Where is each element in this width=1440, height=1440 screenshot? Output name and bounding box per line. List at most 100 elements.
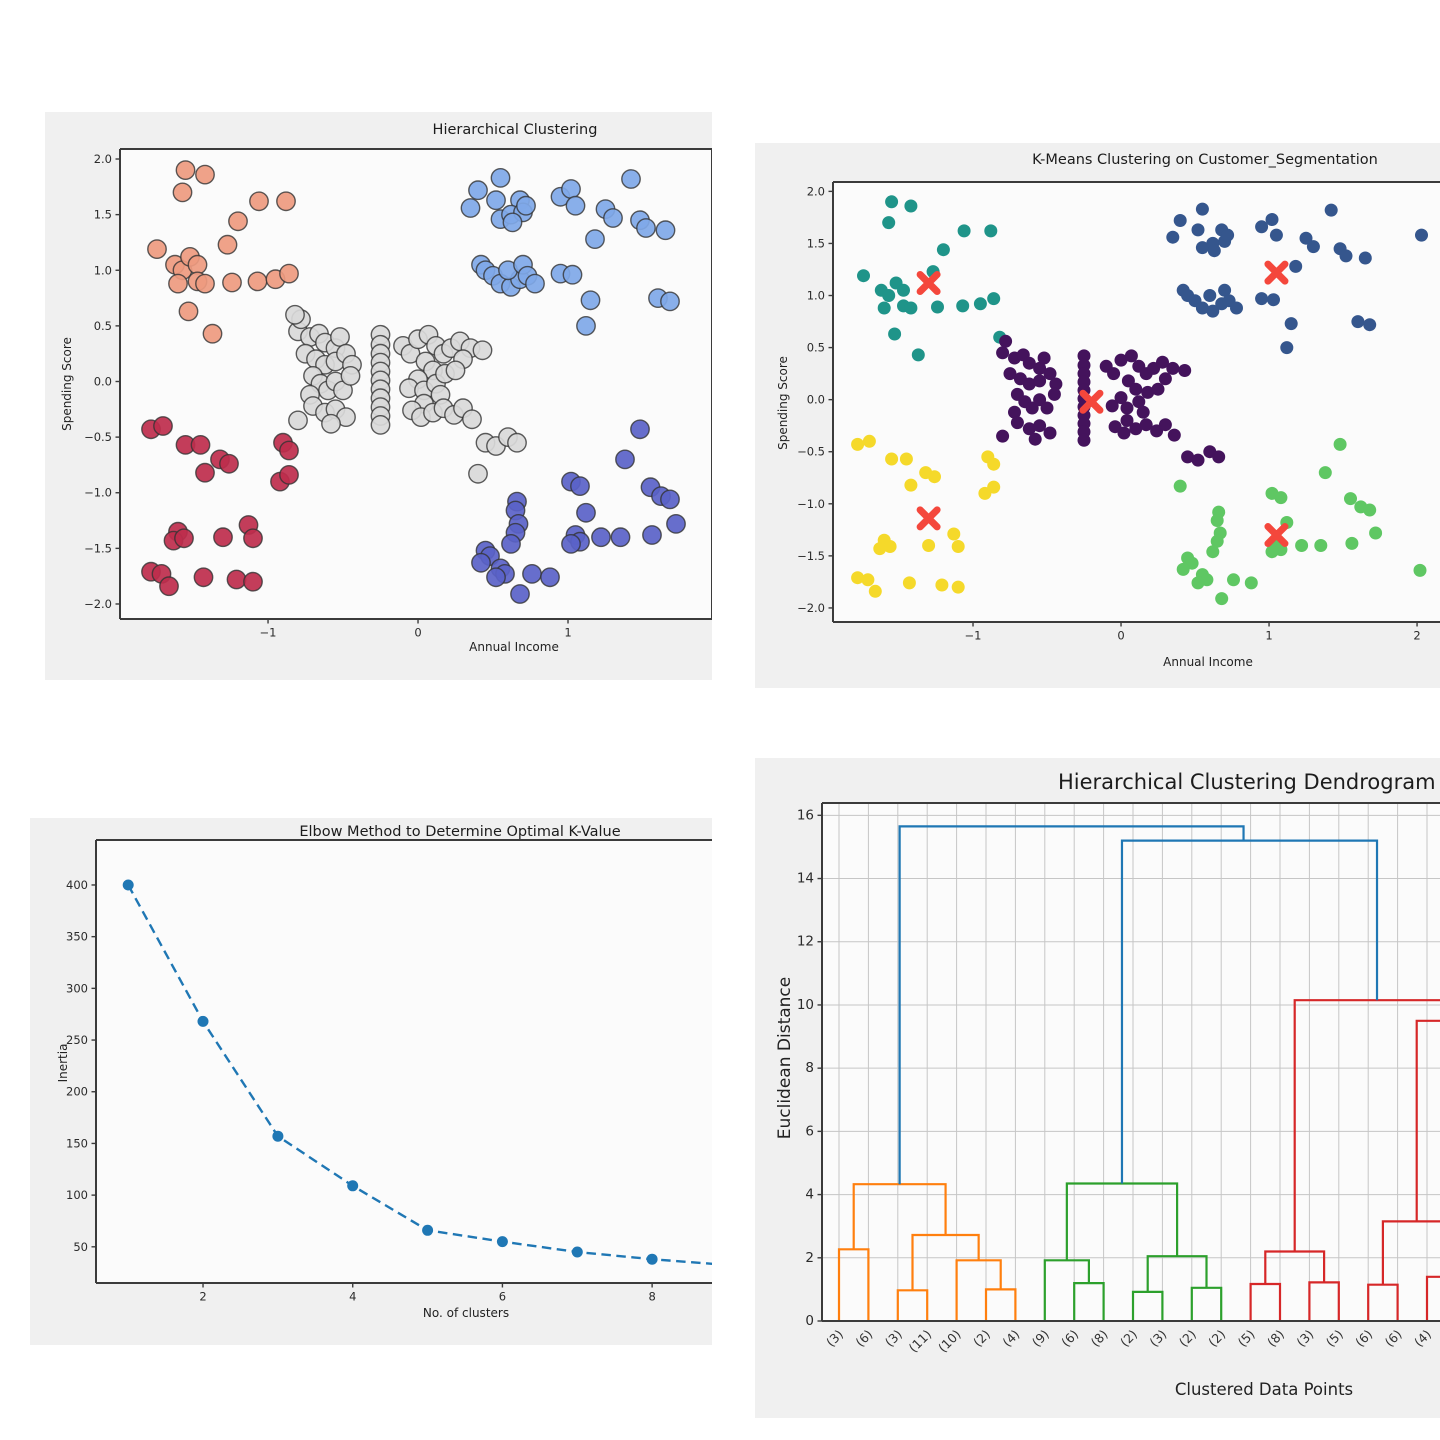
data-point bbox=[1221, 228, 1235, 242]
data-point bbox=[883, 540, 897, 553]
data-point bbox=[1265, 213, 1279, 226]
data-point bbox=[1120, 401, 1134, 415]
data-point bbox=[956, 299, 970, 313]
chart-title: K-Means Clustering on Customer_Segmentat… bbox=[1032, 152, 1378, 168]
data-point bbox=[219, 453, 239, 474]
data-point bbox=[882, 216, 896, 230]
data-point bbox=[936, 243, 950, 257]
data-point bbox=[580, 290, 601, 311]
y-tick-label: 2 bbox=[805, 1250, 814, 1266]
data-point bbox=[1306, 240, 1320, 254]
data-point bbox=[1212, 450, 1226, 464]
data-point bbox=[501, 533, 521, 554]
dendrogram-link-green bbox=[1190, 1286, 1223, 1321]
leaf-label: (6) bbox=[1058, 1327, 1081, 1350]
figure-hierarchical-clustering: −1 0 1 2.0 1.5 1.0 0.5 0.0 −0.5 −1.0 −1.5 −2.0 Hier… bbox=[45, 112, 712, 680]
y-tick-label: −0.5 bbox=[84, 430, 112, 444]
data-point bbox=[576, 502, 596, 523]
data-point bbox=[1124, 349, 1138, 363]
data-point bbox=[996, 346, 1010, 360]
y-tick-label: 10 bbox=[797, 997, 814, 1013]
x-tick-label: 8 bbox=[648, 1290, 655, 1304]
data-point bbox=[899, 452, 913, 466]
data-point bbox=[288, 410, 308, 431]
data-point bbox=[1413, 563, 1427, 577]
data-point bbox=[522, 563, 542, 584]
data-point bbox=[660, 489, 680, 510]
data-point bbox=[1158, 418, 1172, 432]
data-point bbox=[1289, 259, 1303, 273]
data-point bbox=[1008, 405, 1021, 419]
y-tick-label: 250 bbox=[66, 1033, 88, 1047]
data-point bbox=[468, 180, 488, 201]
leaf-label: (2) bbox=[1205, 1327, 1228, 1350]
data-point bbox=[1129, 382, 1143, 396]
leaf-label: (9) bbox=[1029, 1327, 1052, 1350]
leaf-label: (6) bbox=[1352, 1327, 1375, 1350]
data-point bbox=[1191, 453, 1205, 467]
hierarchical-clustering-plot-svg: −1 0 1 2.0 1.5 1.0 0.5 0.0 −0.5 −1.0 −1.5 −2.0 bbox=[84, 148, 712, 640]
data-point bbox=[279, 440, 299, 461]
data-point bbox=[507, 432, 527, 453]
data-point bbox=[1244, 576, 1258, 590]
data-point bbox=[468, 463, 488, 484]
data-point bbox=[1139, 418, 1153, 432]
y-tick-label: −1.0 bbox=[797, 497, 825, 511]
x-tick-label: 0 bbox=[1117, 629, 1124, 643]
data-point bbox=[178, 301, 199, 322]
data-point bbox=[1028, 432, 1042, 446]
y-tick-label: −2.0 bbox=[797, 601, 825, 615]
data-point bbox=[957, 224, 971, 238]
data-point bbox=[621, 169, 641, 189]
plot-area bbox=[96, 840, 712, 1283]
dendrogram-link-blue bbox=[1120, 839, 1379, 1184]
data-point bbox=[321, 413, 341, 434]
data-point bbox=[897, 283, 910, 297]
data-point bbox=[877, 301, 891, 315]
data-point bbox=[1037, 351, 1051, 365]
data-point bbox=[1167, 428, 1181, 442]
x-tick-label: 6 bbox=[499, 1290, 506, 1304]
x-tick-label: 0 bbox=[414, 626, 421, 640]
data-point bbox=[885, 195, 899, 209]
data-point bbox=[1363, 503, 1377, 517]
data-point bbox=[370, 414, 391, 435]
data-point bbox=[1255, 292, 1269, 306]
data-point bbox=[540, 567, 560, 588]
data-point bbox=[1255, 220, 1269, 234]
centroid-x-icon bbox=[1079, 389, 1104, 414]
y-tick-label: 150 bbox=[66, 1136, 88, 1150]
data-point bbox=[562, 264, 583, 285]
data-point bbox=[1010, 416, 1024, 430]
scatter-points-layer bbox=[141, 160, 712, 604]
data-point bbox=[1191, 223, 1205, 237]
data-point bbox=[159, 576, 179, 597]
data-point bbox=[996, 429, 1010, 443]
data-point bbox=[1043, 367, 1057, 381]
cluster-blue bbox=[1166, 202, 1428, 355]
data-point bbox=[885, 452, 899, 466]
data-point bbox=[1141, 385, 1155, 399]
data-point bbox=[1151, 382, 1165, 396]
data-point bbox=[935, 578, 949, 592]
data-point bbox=[1195, 202, 1209, 216]
y-axis-label: Spending Score bbox=[60, 337, 74, 431]
data-point bbox=[190, 434, 211, 455]
data-point bbox=[1033, 419, 1047, 433]
leaf-label: (6) bbox=[852, 1327, 875, 1350]
x-tick-label: 1 bbox=[564, 626, 571, 640]
chart-title: Hierarchical Clustering Dendrogram bbox=[1058, 770, 1436, 794]
data-point bbox=[276, 191, 296, 212]
cluster-salmon bbox=[147, 160, 299, 344]
data-point bbox=[591, 527, 611, 548]
data-point bbox=[1022, 356, 1036, 370]
data-point bbox=[422, 1224, 434, 1236]
data-point bbox=[1345, 536, 1359, 550]
data-point bbox=[630, 419, 650, 440]
data-point bbox=[153, 416, 173, 436]
data-point bbox=[851, 571, 865, 585]
data-point bbox=[193, 567, 214, 588]
data-point bbox=[1210, 534, 1224, 548]
y-tick-label: 16 bbox=[797, 807, 814, 823]
